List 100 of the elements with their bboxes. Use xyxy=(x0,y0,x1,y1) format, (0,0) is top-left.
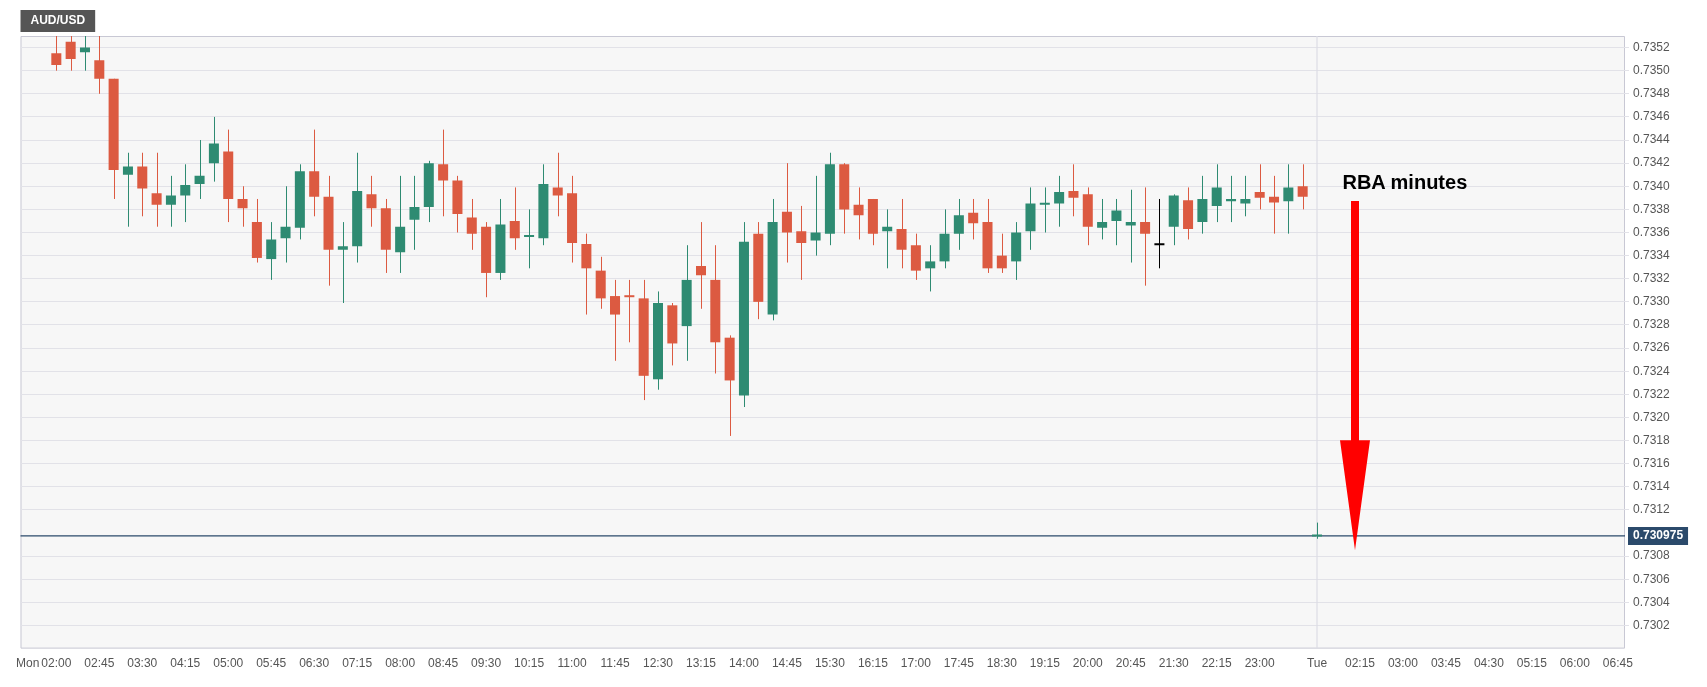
candlestick xyxy=(151,152,162,228)
x-tick-label: 11:45 xyxy=(600,656,630,671)
x-tick-label: 04:15 xyxy=(170,656,201,671)
x-tick-label: 19:15 xyxy=(1029,656,1061,671)
y-tick-label: 0.7316 xyxy=(1633,455,1671,470)
x-tick-label: 08:00 xyxy=(385,656,416,671)
candlestick xyxy=(337,221,348,304)
x-tick-label: 04:30 xyxy=(1473,656,1505,671)
candlestick xyxy=(1297,163,1308,210)
y-tick-label: 0.7342 xyxy=(1633,155,1671,170)
x-tick-label: 02:45 xyxy=(84,656,115,671)
x-tick-label: 13:15 xyxy=(685,656,717,671)
y-tick-label: 0.7328 xyxy=(1633,317,1671,332)
x-tick-label: 15:30 xyxy=(814,656,846,671)
x-tick-label: 17:45 xyxy=(943,656,975,671)
candlestick xyxy=(968,198,979,240)
x-tick-label: 06:30 xyxy=(299,656,330,671)
candlestick xyxy=(1111,198,1122,246)
y-tick-label: 0.7348 xyxy=(1633,86,1671,101)
y-tick-label: 0.7346 xyxy=(1633,109,1671,124)
y-tick-label: 0.7340 xyxy=(1633,178,1671,193)
y-tick-label: 0.7322 xyxy=(1633,386,1671,401)
x-tick-label: 05:15 xyxy=(1516,656,1548,671)
x-tick-label: 21:30 xyxy=(1158,656,1190,671)
x-tick-label: 23:00 xyxy=(1244,656,1276,671)
x-tick-label: 11:00 xyxy=(557,656,587,671)
x-tick-label: 08:45 xyxy=(428,656,459,671)
x-tick-label: 20:45 xyxy=(1115,656,1147,671)
candlestick xyxy=(1140,186,1151,287)
candlestick xyxy=(853,186,864,240)
candlestick xyxy=(1283,163,1294,235)
y-tick-label: 0.7350 xyxy=(1633,62,1671,77)
y-tick-label: 0.7318 xyxy=(1633,432,1671,447)
candlestick xyxy=(366,175,377,228)
candlestick xyxy=(1125,189,1136,264)
y-tick-label: 0.7324 xyxy=(1633,363,1671,378)
candlestick xyxy=(438,129,449,217)
candlestick xyxy=(51,35,62,72)
candlestick xyxy=(1197,175,1208,235)
x-tick-label: 05:00 xyxy=(213,656,244,671)
y-tick-label: 0.7304 xyxy=(1633,594,1671,609)
candlestick xyxy=(1039,186,1050,233)
candlestick xyxy=(122,152,133,228)
x-tick-label: 02:00 xyxy=(41,656,72,671)
x-tick-label: 06:00 xyxy=(1559,656,1591,671)
y-tick-label: 0.7320 xyxy=(1633,409,1671,424)
candlestick xyxy=(65,35,76,72)
candlestick xyxy=(796,205,807,281)
x-tick-label: 07:15 xyxy=(342,656,373,671)
y-tick-label: 0.7332 xyxy=(1633,271,1671,286)
y-tick-label: 0.7334 xyxy=(1633,247,1671,262)
candlestick xyxy=(466,198,477,251)
x-tick-label: 03:45 xyxy=(1430,656,1462,671)
y-tick-label: 0.7336 xyxy=(1633,224,1671,239)
candlestick xyxy=(94,35,105,95)
y-tick-label: 0.7302 xyxy=(1633,617,1671,632)
x-tick-label: 12:30 xyxy=(642,656,674,671)
candlestick xyxy=(552,152,563,217)
y-tick-label: 0.7306 xyxy=(1633,571,1671,586)
y-tick-label: 0.7330 xyxy=(1633,294,1671,309)
x-tick-label: 10:15 xyxy=(514,656,545,671)
candlestick xyxy=(996,233,1007,274)
y-tick-label: 0.7352 xyxy=(1633,39,1671,54)
candlestick xyxy=(237,185,248,228)
x-tick-label: 02:15 xyxy=(1344,656,1376,671)
candlestick xyxy=(137,152,148,217)
candlestick xyxy=(1254,163,1265,210)
candlestick xyxy=(1097,198,1108,240)
candlestick xyxy=(194,139,205,200)
x-tick-label: 16:15 xyxy=(857,656,889,671)
candlestick xyxy=(1154,198,1165,269)
x-tick-label: 20:00 xyxy=(1072,656,1104,671)
y-tick-label: 0.7312 xyxy=(1633,502,1671,517)
candlestick xyxy=(1211,163,1222,223)
candlestick xyxy=(896,198,907,269)
candlestick xyxy=(695,221,706,310)
candlestick xyxy=(1054,175,1065,228)
candlestick xyxy=(280,185,291,264)
annotation: RBA minutes xyxy=(1342,171,1468,194)
x-tick-label: 14:00 xyxy=(728,656,760,671)
ref-line-label: 0.730975 xyxy=(1633,528,1684,543)
y-tick-label: 0.7326 xyxy=(1633,340,1671,355)
x-tick-label: 17:00 xyxy=(900,656,932,671)
chart-title: AUD/USD xyxy=(30,13,86,28)
candlestick xyxy=(509,186,520,251)
candlestick xyxy=(524,208,535,269)
candlestick xyxy=(810,175,821,257)
x-tick-label: 14:45 xyxy=(771,656,803,671)
y-tick-label: 0.7344 xyxy=(1633,132,1671,147)
candlestick xyxy=(409,175,420,251)
x-tick-label: 06:45 xyxy=(1602,656,1634,671)
y-tick-label: 0.7338 xyxy=(1633,201,1671,216)
candlestick xyxy=(266,221,277,281)
y-tick-label: 0.7308 xyxy=(1633,548,1671,563)
y-tick-label: 0.7314 xyxy=(1633,479,1671,494)
x-tick-label: 03:30 xyxy=(127,656,158,671)
candlestick xyxy=(925,244,936,292)
candlestick xyxy=(624,279,635,343)
candlestick xyxy=(610,279,621,362)
x-tick-label: 22:15 xyxy=(1201,656,1233,671)
